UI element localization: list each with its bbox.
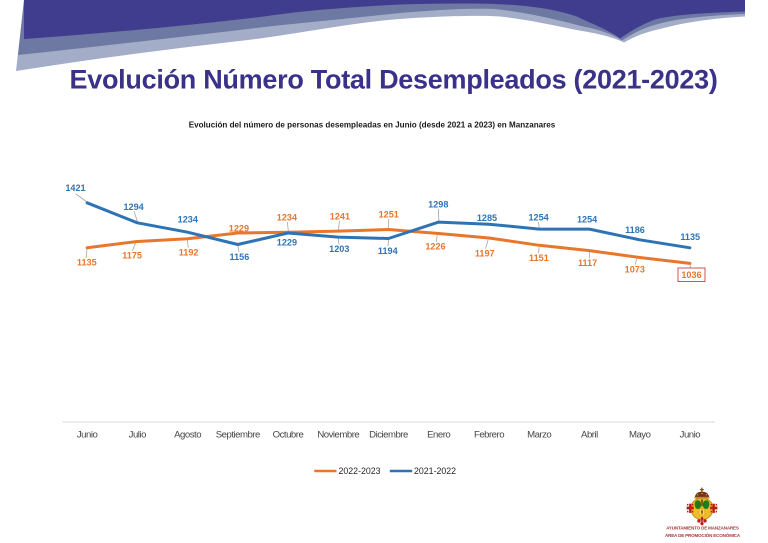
svg-text:1135: 1135 (680, 232, 700, 242)
svg-text:1254: 1254 (528, 213, 549, 223)
svg-text:Enero: Enero (427, 430, 450, 441)
svg-text:Noviembre: Noviembre (317, 430, 359, 441)
svg-text:1135: 1135 (77, 258, 97, 268)
svg-text:1229: 1229 (277, 238, 297, 248)
svg-text:2021-2022: 2021-2022 (414, 466, 456, 476)
svg-text:Febrero: Febrero (474, 430, 504, 441)
svg-text:Octubre: Octubre (273, 430, 304, 441)
svg-text:1197: 1197 (475, 249, 495, 259)
svg-text:ÁREA DE PROMOCIÓN ECONÓMICA: ÁREA DE PROMOCIÓN ECONÓMICA (665, 531, 741, 538)
svg-text:Julio: Julio (129, 430, 146, 441)
svg-text:1117: 1117 (578, 258, 597, 268)
svg-text:1234: 1234 (178, 215, 199, 225)
svg-text:1229: 1229 (229, 224, 249, 234)
svg-text:Mayo: Mayo (629, 430, 651, 441)
svg-text:1294: 1294 (123, 202, 144, 212)
svg-text:Diciembre: Diciembre (369, 430, 408, 441)
svg-text:1285: 1285 (477, 213, 497, 223)
svg-text:Junio: Junio (680, 430, 701, 441)
svg-text:1203: 1203 (329, 244, 349, 254)
svg-text:Junio: Junio (77, 430, 98, 441)
svg-text:1241: 1241 (330, 212, 350, 222)
svg-text:1298: 1298 (428, 200, 448, 210)
svg-text:Marzo: Marzo (527, 430, 551, 441)
svg-text:Septiembre: Septiembre (216, 430, 260, 441)
svg-text:1251: 1251 (379, 209, 399, 219)
svg-text:2022-2023: 2022-2023 (339, 466, 381, 476)
svg-text:Evolución Número Total Desempl: Evolución Número Total Desempleados (202… (70, 65, 718, 95)
svg-text:1175: 1175 (122, 250, 142, 260)
svg-text:1226: 1226 (425, 241, 445, 251)
svg-text:1421: 1421 (65, 183, 85, 193)
svg-text:1254: 1254 (577, 215, 598, 225)
svg-text:Evolución del número de person: Evolución del número de personas desempl… (189, 121, 556, 130)
svg-text:1073: 1073 (625, 264, 645, 274)
svg-text:AYUNTAMIENTO DE MANZANARES: AYUNTAMIENTO DE MANZANARES (666, 525, 739, 530)
svg-text:1151: 1151 (529, 253, 549, 263)
svg-text:Agosto: Agosto (174, 430, 201, 441)
svg-text:1234: 1234 (277, 213, 298, 223)
svg-text:1156: 1156 (230, 252, 250, 262)
svg-text:1036: 1036 (681, 270, 701, 280)
svg-text:Abril: Abril (581, 430, 598, 441)
svg-text:1194: 1194 (378, 246, 399, 256)
svg-text:1192: 1192 (179, 247, 199, 257)
svg-text:1186: 1186 (625, 225, 645, 235)
